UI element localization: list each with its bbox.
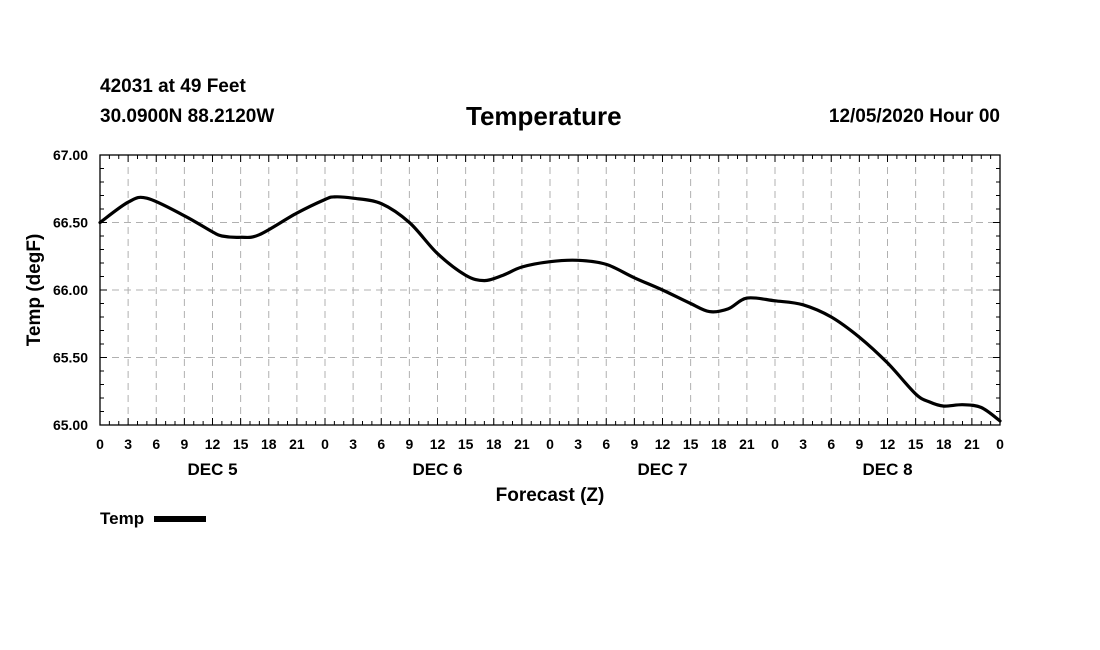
x-tick-label: 15 [233, 436, 249, 452]
legend-swatch [154, 516, 207, 522]
x-axis-label: Forecast (Z) [496, 485, 605, 506]
x-tick-label: 9 [405, 436, 413, 452]
series-line-temp [98, 195, 1002, 423]
day-label: DEC 8 [862, 460, 912, 479]
x-tick-label: 0 [546, 436, 554, 452]
day-label: DEC 6 [412, 460, 462, 479]
y-tick-label: 67.00 [53, 147, 88, 163]
legend: Temp [100, 509, 207, 529]
x-tick-label: 3 [124, 436, 132, 452]
x-tick-label: 15 [458, 436, 474, 452]
x-tick-label: 9 [180, 436, 188, 452]
y-tick-label: 65.50 [53, 350, 88, 366]
x-tick-label: 6 [377, 436, 385, 452]
x-tick-label: 15 [908, 436, 924, 452]
legend-label: Temp [100, 509, 145, 528]
x-tick-label: 18 [936, 436, 952, 452]
x-tick-label: 0 [996, 436, 1004, 452]
forecast-timestamp: 12/05/2020 Hour 00 [828, 106, 1000, 127]
tick-labels: 0 3 6 9 12 15 18 21 0 3 6 9 12 15 18 21 0 3 6 9 12 15 18 21 0 3 6 9… [53, 147, 1004, 479]
x-tick-label: 21 [514, 436, 530, 452]
x-tick-label: 21 [964, 436, 980, 452]
y-axis-label: Temp (degF) [24, 234, 45, 347]
x-tick-label: 12 [430, 436, 446, 452]
plot-frame [99, 154, 1001, 426]
y-tick-label: 65.00 [53, 417, 88, 433]
day-label: DEC 7 [637, 460, 687, 479]
x-tick-label: 18 [261, 436, 277, 452]
x-tick-label: 12 [205, 436, 221, 452]
x-tick-label: 0 [771, 436, 779, 452]
x-tick-label: 3 [799, 436, 807, 452]
station-label: 42031 at 49 Feet [100, 76, 246, 97]
x-tick-label: 18 [711, 436, 727, 452]
x-tick-label: 21 [739, 436, 755, 452]
grid [100, 155, 1000, 425]
y-tick-label: 66.00 [53, 282, 88, 298]
x-tick-label: 15 [683, 436, 699, 452]
x-tick-label: 3 [574, 436, 582, 452]
coordinates-label: 30.0900N 88.2120W [100, 106, 275, 127]
x-tick-label: 6 [152, 436, 160, 452]
chart-title: Temperature [466, 101, 622, 131]
x-tick-label: 21 [289, 436, 305, 452]
series-layer [98, 195, 1002, 423]
day-label: DEC 5 [187, 460, 237, 479]
x-tick-label: 12 [880, 436, 896, 452]
x-tick-label: 12 [655, 436, 671, 452]
x-tick-label: 18 [486, 436, 502, 452]
x-tick-label: 9 [630, 436, 638, 452]
y-tick-label: 66.50 [53, 215, 88, 231]
x-tick-label: 9 [855, 436, 863, 452]
x-tick-label: 6 [827, 436, 835, 452]
x-tick-label: 3 [349, 436, 357, 452]
x-tick-label: 6 [602, 436, 610, 452]
x-tick-label: 0 [96, 436, 104, 452]
x-tick-label: 0 [321, 436, 329, 452]
